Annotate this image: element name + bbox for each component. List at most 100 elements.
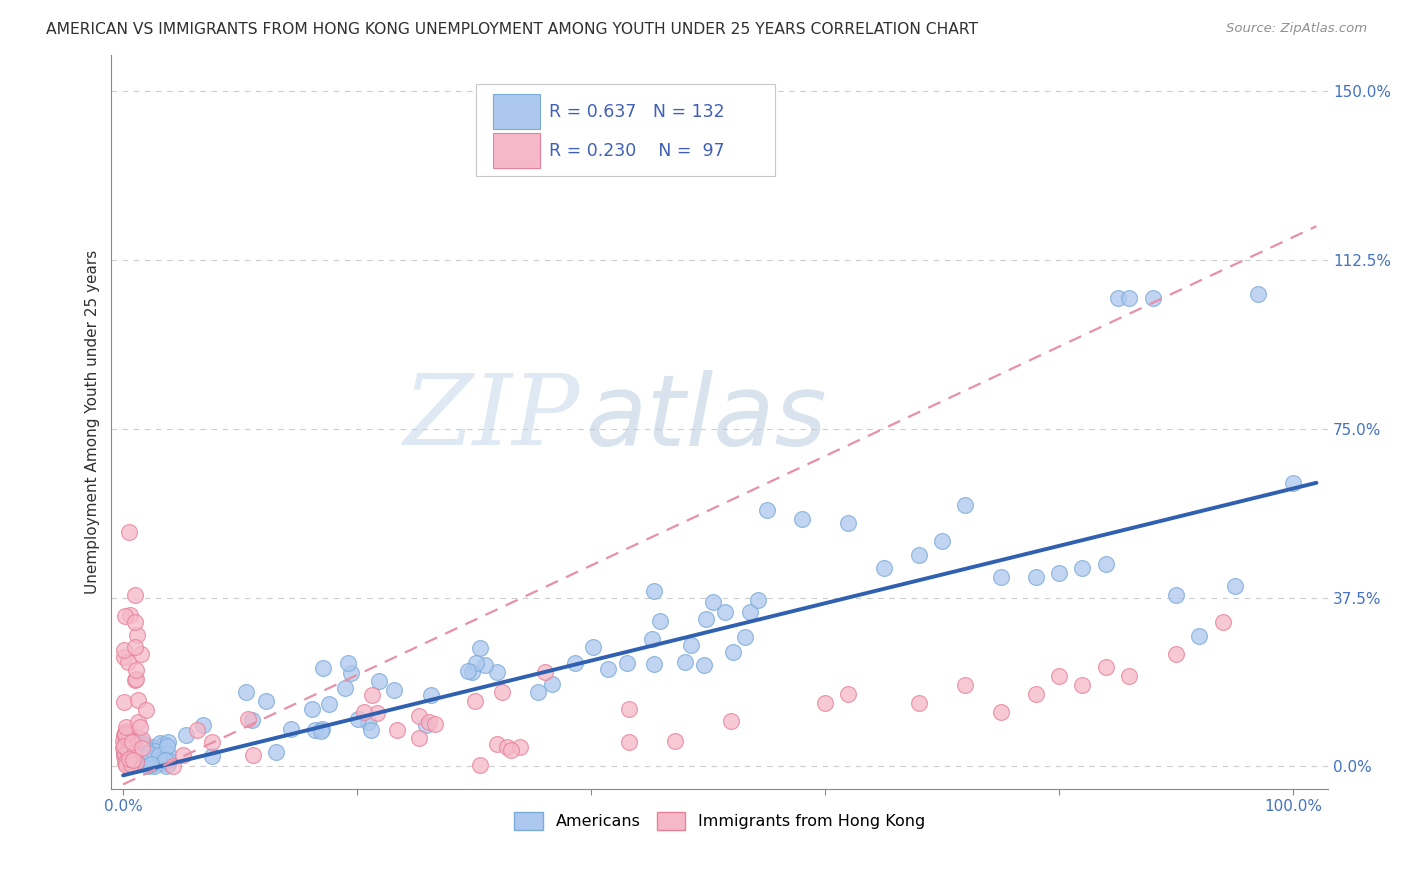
Point: [616, 656, 638, 670]
Point: [162, 759, 184, 773]
Point: [415, 718, 437, 732]
Point: [122, 753, 145, 767]
Point: [124, 588, 146, 602]
Point: [353, 705, 375, 719]
Point: [114, 731, 136, 745]
Point: [420, 688, 443, 702]
Point: [134, 756, 156, 771]
Text: AMERICAN VS IMMIGRANTS FROM HONG KONG UNEMPLOYMENT AMONG YOUTH UNDER 25 YEARS CO: AMERICAN VS IMMIGRANTS FROM HONG KONG UN…: [46, 22, 979, 37]
Point: [541, 677, 564, 691]
Point: [136, 751, 159, 765]
Point: [643, 584, 665, 599]
Point: [461, 665, 484, 680]
Point: [485, 737, 508, 751]
Point: [346, 712, 368, 726]
Point: [714, 605, 737, 619]
Point: [114, 734, 136, 748]
Point: [131, 732, 153, 747]
Point: [650, 614, 672, 628]
Point: [127, 742, 149, 756]
Point: [115, 723, 138, 738]
Point: [112, 748, 135, 763]
Text: R = 0.637   N = 132: R = 0.637 N = 132: [550, 103, 725, 120]
Point: [156, 739, 179, 753]
Point: [641, 632, 664, 646]
Point: [501, 742, 523, 756]
Point: [837, 687, 859, 701]
Point: [408, 731, 430, 745]
Point: [125, 756, 148, 770]
Point: [509, 739, 531, 754]
Point: [423, 717, 446, 731]
Point: [124, 615, 146, 630]
Point: [1025, 687, 1047, 701]
Point: [990, 570, 1012, 584]
Point: [112, 728, 135, 742]
Point: [872, 561, 894, 575]
Point: [1247, 286, 1270, 301]
Point: [814, 697, 837, 711]
Point: [143, 744, 166, 758]
Point: [486, 665, 509, 680]
Point: [125, 663, 148, 677]
Point: [564, 656, 586, 670]
Point: [721, 644, 744, 658]
Point: [931, 534, 953, 549]
Point: [117, 741, 139, 756]
Point: [115, 758, 138, 772]
Point: [408, 709, 430, 723]
Point: [368, 674, 391, 689]
Point: [112, 695, 135, 709]
Point: [172, 748, 194, 763]
Point: [457, 664, 479, 678]
Point: [156, 735, 179, 749]
FancyBboxPatch shape: [494, 133, 540, 168]
Point: [990, 706, 1012, 720]
Point: [117, 739, 139, 753]
Point: [149, 736, 172, 750]
Point: [112, 745, 135, 759]
Point: [121, 739, 143, 753]
Point: [1047, 566, 1070, 580]
Point: [955, 678, 977, 692]
Point: [1095, 660, 1118, 674]
Point: [141, 739, 163, 754]
Point: [366, 706, 388, 720]
Point: [115, 740, 138, 755]
Point: [673, 655, 696, 669]
Point: [1164, 647, 1187, 661]
Point: [155, 758, 177, 772]
Point: [124, 756, 146, 771]
Point: [201, 735, 224, 749]
Point: [236, 712, 259, 726]
Point: [117, 728, 139, 742]
Point: [157, 753, 180, 767]
Point: [118, 730, 141, 744]
Point: [150, 738, 173, 752]
Point: [242, 748, 264, 763]
Point: [1047, 669, 1070, 683]
Point: [193, 718, 215, 732]
Point: [333, 681, 356, 696]
Point: [149, 756, 172, 771]
Point: [132, 737, 155, 751]
Point: [114, 609, 136, 624]
Point: [720, 714, 742, 729]
Point: [464, 657, 486, 671]
Point: [129, 647, 152, 661]
Point: [135, 745, 157, 759]
Point: [121, 735, 143, 749]
Point: [129, 749, 152, 764]
Point: [695, 612, 717, 626]
Point: [115, 756, 138, 770]
Point: [755, 503, 778, 517]
Point: [124, 640, 146, 654]
Y-axis label: Unemployment Among Youth under 25 years: Unemployment Among Youth under 25 years: [86, 250, 100, 594]
Point: [112, 741, 135, 756]
Point: [139, 757, 162, 772]
Point: [360, 688, 382, 702]
Point: [120, 748, 142, 763]
Text: ZIP: ZIP: [404, 371, 579, 466]
Point: [114, 747, 136, 762]
Point: [141, 749, 163, 764]
